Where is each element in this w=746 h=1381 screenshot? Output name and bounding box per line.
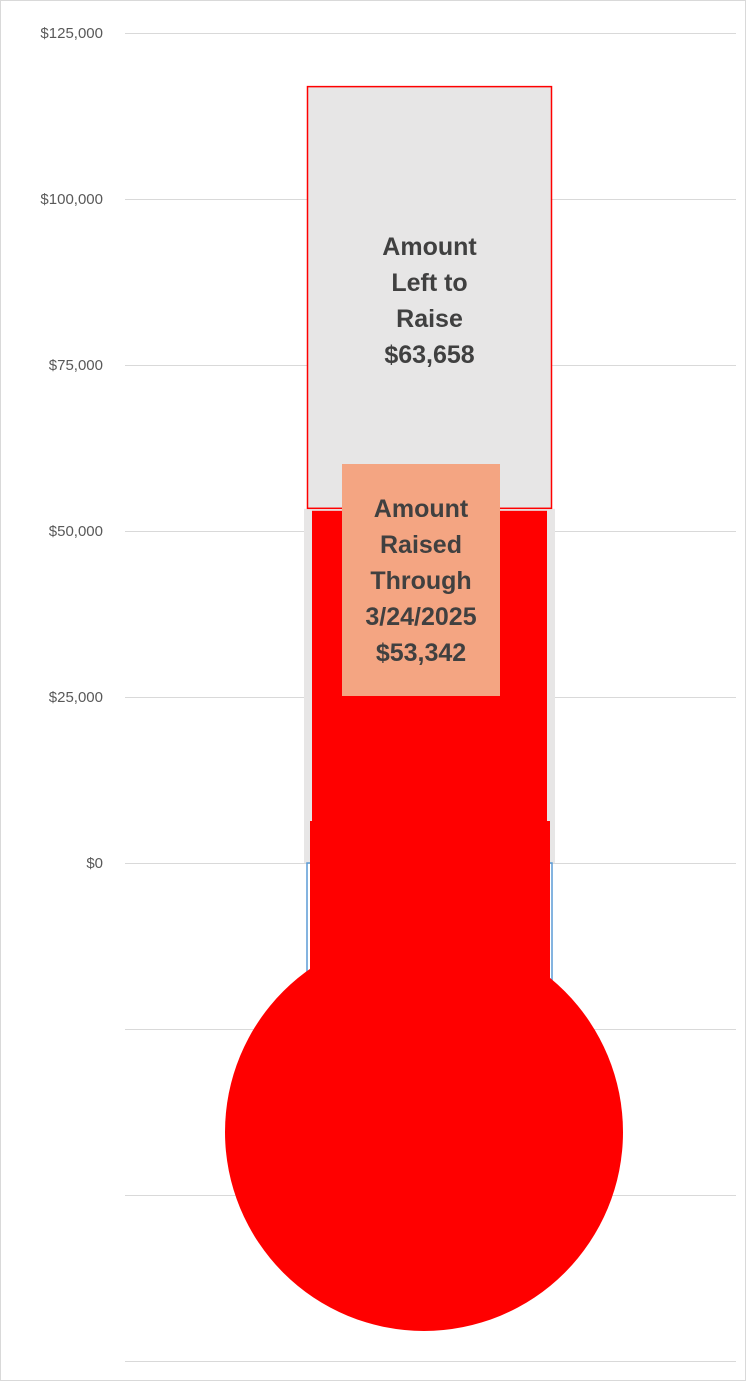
data-label-line: Amount	[374, 495, 469, 523]
data-label-line: Left to	[391, 269, 467, 297]
y-tick-label: $0	[86, 855, 103, 872]
data-label-line: Amount	[382, 233, 477, 261]
y-tick-label: $75,000	[49, 357, 103, 374]
thermometer-bulb	[225, 933, 623, 1331]
y-tick-label: $50,000	[49, 523, 103, 540]
y-tick-label: $100,000	[40, 191, 103, 208]
data-label-line: Raised	[380, 531, 462, 559]
data-label-line: Raise	[396, 305, 463, 333]
data-label-amount-raised: Amount Raised Through 3/24/2025 $53,342	[365, 495, 476, 667]
data-label-box-raised	[342, 464, 500, 696]
data-label-amount-left: Amount Left to Raise $63,658	[382, 233, 477, 369]
bar-amount-left	[306, 85, 553, 510]
data-label-line: $63,658	[384, 341, 474, 369]
data-label-line: Through	[370, 567, 471, 595]
y-tick-label: $25,000	[49, 689, 103, 706]
y-tick-label: $125,000	[40, 25, 103, 42]
data-label-line: 3/24/2025	[365, 603, 476, 631]
data-labels: Amount Left to Raise $63,658 Amount Raised Thr…	[342, 233, 500, 696]
y-axis-tick-labels: $125,000 $100,000 $75,000 $50,000 $25,000 $0	[40, 25, 103, 872]
data-label-line: $53,342	[376, 639, 466, 667]
